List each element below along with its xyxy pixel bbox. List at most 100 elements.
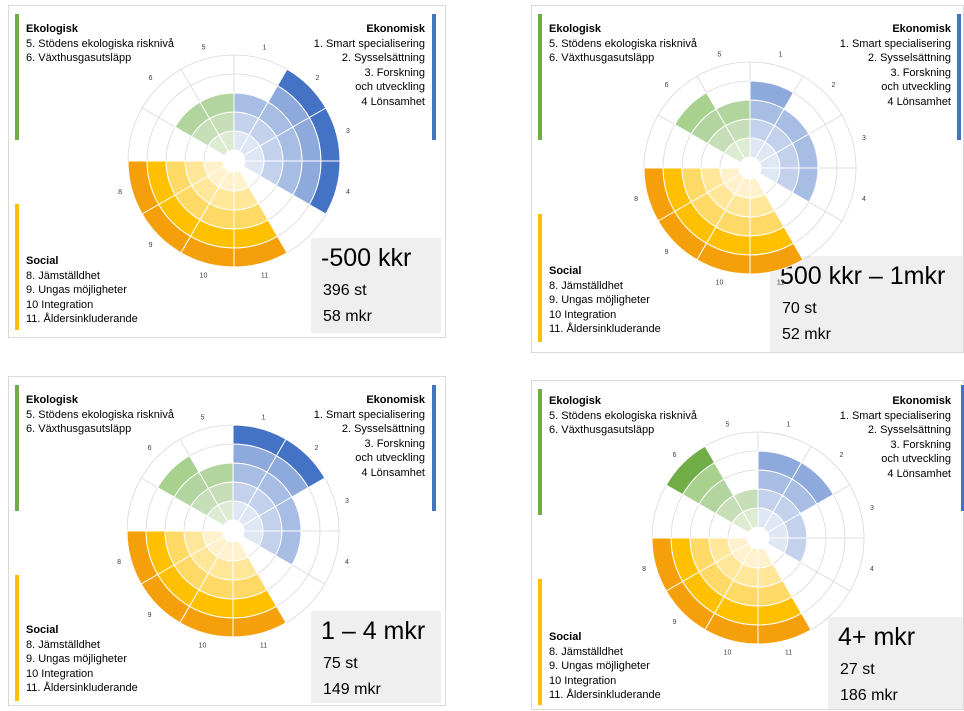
ekonomisk-heading: Ekonomisk <box>892 23 951 35</box>
axis-label: 1 <box>262 415 266 422</box>
polar-chart: 1 2 3 4 5 6 8 9 10 11 <box>117 415 349 650</box>
legend-item: 1. Smart specialisering <box>839 37 951 50</box>
sector-11-level-5 <box>749 242 804 275</box>
ekonomisk-legend: Ekonomisk 1. Smart specialisering 2. Sys… <box>840 394 951 481</box>
ekologisk-heading: Ekologisk <box>26 394 78 406</box>
stat-box: 4+ mkr 27 st 186 mkr <box>828 617 963 709</box>
legend-item: 9. Ungas möjligheter <box>549 294 650 306</box>
chart-panel-3: Ekologisk 5. Stödens ekologiska risknivå… <box>8 376 446 706</box>
total-amount: 58 mkr <box>323 308 372 325</box>
social-legend: Social 8. Jämställdhet 9. Ungas möjlighe… <box>549 264 661 337</box>
social-bar <box>538 214 542 342</box>
total-amount: 186 mkr <box>840 687 898 704</box>
polar-chart: 1 2 3 4 5 6 8 9 10 11 <box>118 45 350 280</box>
axis-label: 8 <box>634 196 638 203</box>
legend-item: 8. Jämställdhet <box>26 269 100 282</box>
center-hole <box>223 150 245 172</box>
axis-label: 9 <box>149 242 153 249</box>
legend-item: 10 Integration <box>26 667 94 680</box>
ekonomisk-legend: Ekonomisk 1. Smart specialisering 2. Sys… <box>314 22 425 109</box>
axis-label: 8 <box>118 189 122 196</box>
ekologisk-bar <box>538 14 542 140</box>
legend-item: 3. Forskning <box>364 66 425 79</box>
sector-9-level-5 <box>665 580 716 631</box>
legend-item: 4 Lönsamhet <box>887 95 951 108</box>
social-legend: Social 8. Jämställdhet 9. Ungas möjlighe… <box>549 630 661 703</box>
sector-5-level-3 <box>715 99 751 127</box>
ekonomisk-legend: Ekonomisk 1. Smart specialisering 2. Sys… <box>314 393 425 480</box>
ekonomisk-heading: Ekonomisk <box>366 23 425 35</box>
ekologisk-bar <box>15 14 19 140</box>
legend-item: 1. Smart specialisering <box>313 408 425 421</box>
legend-item: 11. Åldersinkluderande <box>26 682 138 694</box>
axis-label: 6 <box>148 445 152 452</box>
ekologisk-bar <box>538 389 542 515</box>
total-amount: 52 mkr <box>782 326 831 343</box>
legend-item: 6. Växthusgasutsläpp <box>549 424 655 436</box>
legend-item: 6. Växthusgasutsläpp <box>26 423 132 435</box>
sector-9-level-5 <box>140 573 191 624</box>
stat-box: 1 – 4 mkr 75 st 149 mkr <box>311 611 441 703</box>
legend-item: 3. Forskning <box>364 437 425 450</box>
axis-label: 10 <box>199 642 207 649</box>
social-legend: Social 8. Jämställdhet 9. Ungas möjlighe… <box>26 254 138 327</box>
ekonomisk-heading: Ekonomisk <box>366 394 425 406</box>
legend-item: 2. Sysselsättning <box>867 52 951 64</box>
sector-6-level-4 <box>673 91 717 135</box>
sector-8-level-5 <box>651 537 684 592</box>
legend-item: och utveckling <box>881 453 951 465</box>
sector-10-level-5 <box>179 605 234 638</box>
chart-panel-1: Ekologisk 5. Stödens ekologiska risknivå… <box>8 5 446 338</box>
polar-chart: 1 2 3 4 5 6 8 9 10 11 <box>634 52 866 287</box>
size-class-label: 1 – 4 mkr <box>321 617 426 645</box>
axis-label: 4 <box>862 196 866 203</box>
ekologisk-heading: Ekologisk <box>549 23 601 35</box>
axis-label: 8 <box>642 566 646 573</box>
sector-11-level-5 <box>233 235 288 268</box>
ekologisk-heading: Ekologisk <box>549 395 601 407</box>
legend-item: 5. Stödens ekologiska risknivå <box>549 409 697 422</box>
sector-2-level-4 <box>791 461 835 505</box>
project-count: 75 st <box>323 655 358 672</box>
axis-label: 11 <box>261 272 268 279</box>
stat-box: -500 kkr 396 st 58 mkr <box>311 238 441 333</box>
legend-item: 5. Stödens ekologiska risknivå <box>26 37 174 50</box>
total-amount: 149 mkr <box>323 681 381 698</box>
sector-10-level-5 <box>704 612 759 645</box>
legend-item: 8. Jämställdhet <box>549 645 623 658</box>
ekonomisk-bar <box>432 385 436 511</box>
legend-item: 9. Ungas möjligheter <box>26 284 127 296</box>
ekologisk-heading: Ekologisk <box>26 23 78 35</box>
axis-label: 11 <box>260 642 267 649</box>
sector-5-level-2 <box>732 488 759 513</box>
sector-4-level-5 <box>308 160 341 215</box>
legend-item: 3. Forskning <box>890 438 951 451</box>
ekologisk-legend: Ekologisk 5. Stödens ekologiska risknivå… <box>549 394 697 438</box>
axis-label: 9 <box>665 249 669 256</box>
sector-2-level-5 <box>275 438 326 489</box>
axis-label: 9 <box>148 612 152 619</box>
size-class-label: 500 kkr – 1mkr <box>780 262 946 290</box>
center-hole <box>747 527 769 549</box>
legend-item: 1. Smart specialisering <box>313 37 425 50</box>
legend-item: 10 Integration <box>549 674 617 687</box>
center-hole <box>222 520 244 542</box>
sector-10-level-5 <box>696 242 751 275</box>
sector-8-level-5 <box>126 530 159 585</box>
axis-label: 2 <box>315 75 319 82</box>
legend-item: 1. Smart specialisering <box>839 409 951 422</box>
social-heading: Social <box>549 631 582 643</box>
legend-item: och utveckling <box>355 81 425 93</box>
axis-label: 10 <box>200 272 208 279</box>
chart-panel-2: Ekologisk 5. Stödens ekologiska risknivå… <box>531 5 964 353</box>
polar-chart: 1 2 3 4 5 6 8 9 10 11 <box>642 422 874 657</box>
stat-box: 500 kkr – 1mkr 70 st 52 mkr <box>770 256 963 352</box>
axis-label: 5 <box>201 415 205 422</box>
axis-label: 10 <box>724 649 732 656</box>
ekologisk-legend: Ekologisk 5. Stödens ekologiska risknivå… <box>26 22 174 66</box>
sector-4-level-3 <box>791 167 819 203</box>
axis-label: 9 <box>673 619 677 626</box>
ekologisk-legend: Ekologisk 5. Stödens ekologiska risknivå… <box>26 393 174 437</box>
legend-item: 5. Stödens ekologiska risknivå <box>549 37 697 50</box>
axis-label: 1 <box>787 422 791 429</box>
